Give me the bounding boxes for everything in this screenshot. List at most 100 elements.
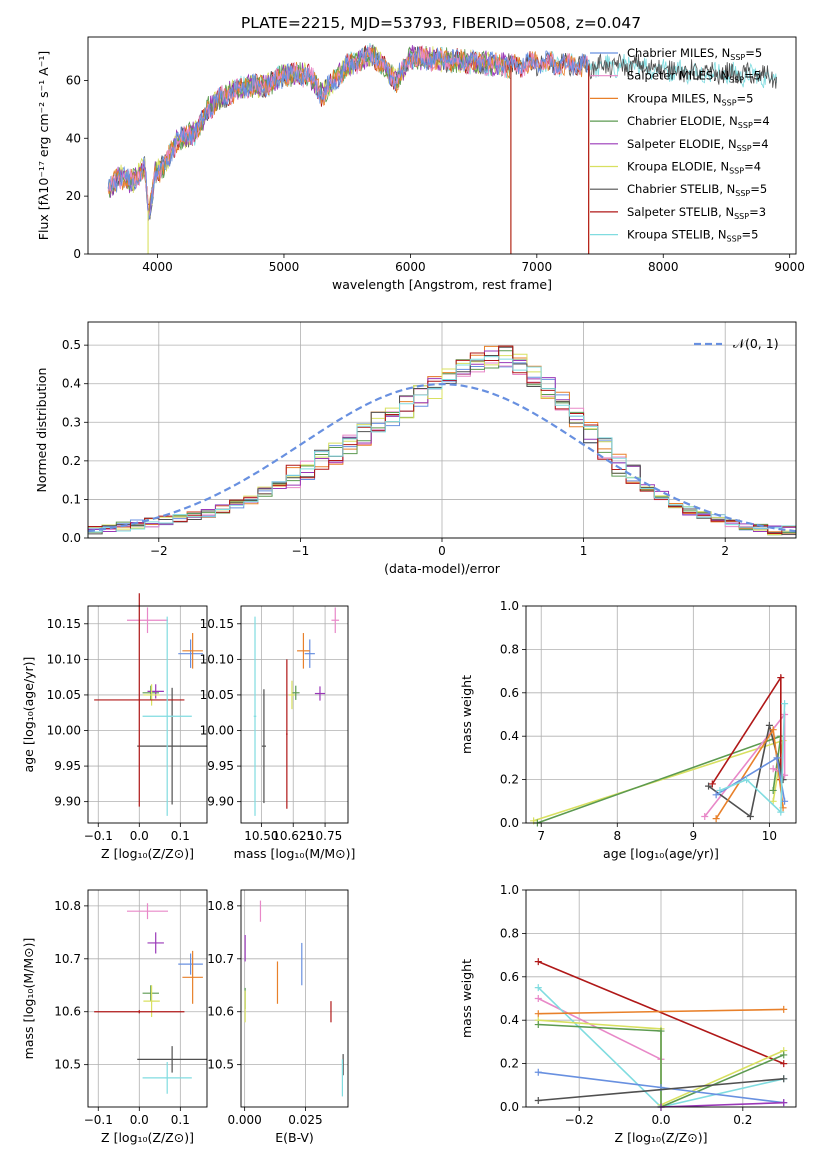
- y-tick-label: 1.0: [500, 599, 519, 613]
- y-tick-label: 10.05: [200, 688, 234, 702]
- weight-line: [719, 703, 786, 814]
- weight-marker: [534, 995, 542, 1002]
- plot-area: [88, 606, 207, 823]
- plot-frame: [87, 321, 797, 539]
- weight-marker: [743, 776, 751, 784]
- legend-count: =5: [745, 46, 762, 60]
- x-tick-label: 9: [690, 829, 698, 843]
- weight-line: [538, 1008, 784, 1015]
- weight-marker: [769, 726, 777, 734]
- y-tick-label: 10.15: [47, 617, 81, 631]
- weight-marker: [746, 812, 754, 820]
- y-tick-label: 10.8: [207, 899, 234, 913]
- x-tick-label: 8: [613, 829, 621, 843]
- legend-label: Salpeter MILES, NSSP=5: [627, 69, 761, 85]
- legend-subscript: SSP: [727, 235, 742, 244]
- x-tick-label: 5000: [269, 260, 300, 274]
- x-tick-label: 0.0: [651, 1113, 670, 1127]
- x-tick-label: 10: [762, 829, 777, 843]
- weight-marker: [769, 797, 777, 805]
- weight-marker: [769, 765, 777, 773]
- y-tick-label: 0.2: [500, 773, 519, 787]
- y-tick-label: 0.6: [500, 970, 519, 984]
- chart-weight-vs-age: 7 8 9 10 0.0 0.2 0.4 0.6 0.8 1.0 age [log₁₀(age/yr…: [459, 599, 797, 861]
- x-tick-label: 4000: [142, 260, 173, 274]
- weight-line: [538, 1078, 784, 1102]
- weight-marker: [708, 780, 716, 788]
- y-axis-label: mass weight: [459, 675, 474, 754]
- y-tick-label: 0.8: [500, 642, 519, 656]
- legend-label: Chabrier ELODIE, NSSP=4: [627, 114, 770, 130]
- y-tick-label: 0.0: [500, 1100, 519, 1114]
- weight-marker: [534, 1096, 542, 1104]
- weight-marker: [780, 1051, 788, 1059]
- plot-area: [526, 606, 796, 823]
- weight-marker: [780, 1060, 788, 1068]
- y-tick-label: 10.00: [200, 724, 234, 738]
- y-axis-label: age [log₁₀(age/yr)]: [21, 657, 36, 773]
- y-tick-label: 10.6: [207, 1005, 234, 1019]
- legend-count: =4: [752, 137, 769, 151]
- figure-title: PLATE=2215, MJD=53793, FIBERID=0508, z=0…: [241, 14, 641, 32]
- weight-marker: [534, 984, 542, 992]
- y-tick-label: 20: [66, 189, 81, 203]
- weight-marker: [765, 721, 773, 729]
- legend-subscript: SSP: [722, 98, 737, 107]
- plot-frame: [525, 889, 797, 1108]
- legend-subscript: SSP: [738, 121, 753, 130]
- x-axis-label: Z [log₁₀(Z/Z⊙)]: [101, 846, 194, 861]
- legend-subscript: SSP: [729, 167, 744, 176]
- weight-marker: [716, 786, 724, 794]
- x-tick-label: −0.1: [84, 829, 113, 843]
- x-tick-label: 2: [721, 544, 729, 558]
- y-tick-label: 10.7: [54, 952, 81, 966]
- x-axis-label: Z [log₁₀(Z/Z⊙)]: [101, 1130, 194, 1145]
- x-tick-label: 9000: [774, 260, 805, 274]
- x-tick-label: −2: [150, 544, 168, 558]
- plot-frame: [525, 605, 797, 824]
- weight-line: [538, 1023, 785, 1109]
- plot-frame: [87, 36, 797, 255]
- y-tick-label: 40: [66, 131, 81, 145]
- weight-line: [537, 960, 785, 1065]
- x-tick-label: −0.1: [84, 1113, 113, 1127]
- y-tick-label: 10.10: [200, 652, 234, 666]
- y-tick-label: 10.8: [54, 899, 81, 913]
- x-tick-label: −1: [292, 544, 310, 558]
- plot-area: [241, 606, 348, 823]
- y-tick-label: 0.2: [500, 1057, 519, 1071]
- x-tick-label: 10.75: [308, 829, 342, 843]
- y-tick-label: 9.90: [54, 795, 81, 809]
- legend-count: =5: [744, 69, 761, 83]
- legend-label: Salpeter ELODIE, NSSP=4: [627, 137, 769, 153]
- y-axis-label: Normed distribution: [34, 368, 49, 493]
- legend-label: Chabrier MILES, NSSP=5: [627, 46, 762, 62]
- legend-label: Salpeter STELIB, NSSP=3: [627, 205, 766, 221]
- legend-subscript: SSP: [737, 144, 752, 153]
- x-axis-label: age [log₁₀(age/yr)]: [603, 846, 719, 861]
- legend-count: =3: [749, 205, 766, 219]
- legend-count: =5: [737, 91, 754, 105]
- chart-mass-vs-Z: −0.1 0.0 0.1 10.5 10.6 10.7 10.8 Z [log₁₀(Z/Z⊙)…: [21, 889, 208, 1145]
- x-axis-label: (data-model)/error: [384, 561, 501, 576]
- x-tick-label: 0.1: [171, 1113, 190, 1127]
- y-axis-label: mass [log₁₀(M/M⊙)]: [21, 938, 36, 1060]
- y-tick-label: 10.5: [54, 1058, 81, 1072]
- weight-marker: [777, 674, 785, 682]
- y-tick-label: 10.15: [200, 617, 234, 631]
- weight-marker: [712, 791, 720, 799]
- y-tick-label: 0.4: [500, 729, 519, 743]
- legend-label: Chabrier STELIB, NSSP=5: [627, 182, 767, 198]
- x-tick-label: 1: [580, 544, 588, 558]
- weight-marker: [780, 1075, 788, 1083]
- legend-label: Kroupa MILES, NSSP=5: [627, 91, 753, 107]
- x-tick-label: 0.0: [130, 1113, 149, 1127]
- plot-frame: [87, 889, 208, 1108]
- x-axis-label: E(B-V): [275, 1130, 314, 1145]
- y-tick-label: 9.95: [207, 759, 234, 773]
- plot-frame: [240, 605, 349, 824]
- legend-subscript: SSP: [734, 212, 749, 221]
- y-tick-label: 0.4: [500, 1013, 519, 1027]
- weight-marker: [777, 808, 785, 816]
